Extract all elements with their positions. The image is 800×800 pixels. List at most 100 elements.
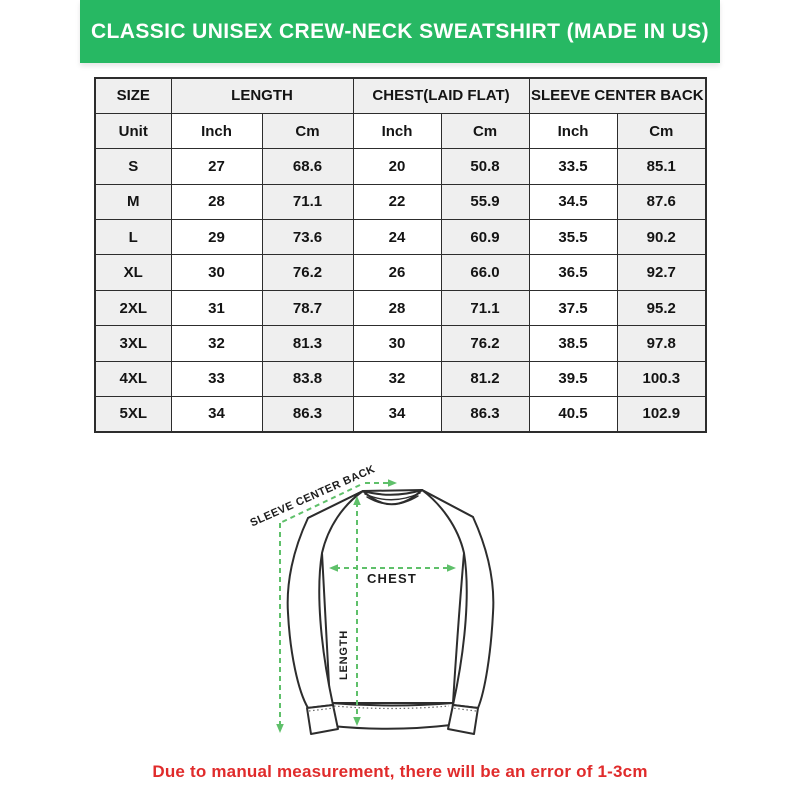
- measurement-value-cell: 86.3: [440, 396, 530, 433]
- measurement-value-cell: 32: [352, 360, 442, 398]
- measurement-error-note: Due to manual measurement, there will be…: [0, 762, 800, 782]
- measurement-value-cell: 20: [352, 148, 442, 185]
- measurement-value-cell: 34: [170, 396, 263, 433]
- measurement-value-cell: 78.7: [261, 289, 354, 327]
- measurement-value-cell: 33.5: [528, 148, 618, 185]
- measurement-value-cell: 26: [352, 254, 442, 291]
- measurement-value-cell: 30: [352, 325, 442, 362]
- unit-cell: Inch: [352, 112, 442, 150]
- size-label-cell: 3XL: [94, 325, 172, 362]
- size-label-cell: XL: [94, 254, 172, 291]
- table-row: 4XL 33 83.8 32 81.2 39.5 100.3: [94, 360, 707, 398]
- header-size: SIZE: [94, 77, 172, 114]
- measurement-value-cell: 76.2: [261, 254, 354, 291]
- size-label-cell: 4XL: [94, 360, 172, 398]
- measurement-value-cell: 29: [170, 219, 263, 256]
- measurement-value-cell: 28: [352, 289, 442, 327]
- length-arrow-up-icon: [353, 496, 361, 505]
- header-chest: CHEST(LAID FLAT): [352, 77, 530, 114]
- table-row: XL 30 76.2 26 66.0 36.5 92.7: [94, 254, 707, 291]
- measurement-value-cell: 71.1: [440, 289, 530, 327]
- size-label-cell: L: [94, 219, 172, 256]
- table-row: 2XL 31 78.7 28 71.1 37.5 95.2: [94, 289, 707, 327]
- measurement-value-cell: 35.5: [528, 219, 618, 256]
- table-row: 5XL 34 86.3 34 86.3 40.5 102.9: [94, 396, 707, 433]
- measurement-value-cell: 36.5: [528, 254, 618, 291]
- measurement-value-cell: 71.1: [261, 183, 354, 221]
- table-row: M 28 71.1 22 55.9 34.5 87.6: [94, 183, 707, 221]
- table-row: S 27 68.6 20 50.8 33.5 85.1: [94, 148, 707, 185]
- measurement-value-cell: 33: [170, 360, 263, 398]
- unit-cell: Cm: [261, 112, 354, 150]
- measurement-value-cell: 31: [170, 289, 263, 327]
- measurement-value-cell: 32: [170, 325, 263, 362]
- measurement-value-cell: 66.0: [440, 254, 530, 291]
- measurement-value-cell: 60.9: [440, 219, 530, 256]
- measurement-value-cell: 34.5: [528, 183, 618, 221]
- left-cuff: [306, 704, 339, 735]
- waistband-stitch-line: [333, 705, 450, 710]
- measurement-value-cell: 55.9: [440, 183, 530, 221]
- chest-arrow-left-icon: [329, 564, 338, 572]
- measurement-value-cell: 34: [352, 396, 442, 433]
- left-cuff-stitch: [308, 707, 335, 712]
- measurement-value-cell: 28: [170, 183, 263, 221]
- measurement-value-cell: 76.2: [440, 325, 530, 362]
- measurement-value-cell: 27: [170, 148, 263, 185]
- measurement-value-cell: 87.6: [616, 183, 707, 221]
- table-row: L 29 73.6 24 60.9 35.5 90.2: [94, 219, 707, 256]
- sleeve-measure-arrow-right-icon: [388, 479, 397, 487]
- measurement-value-cell: 68.6: [261, 148, 354, 185]
- collar-rib-line: [364, 492, 421, 501]
- unit-cell: Inch: [170, 112, 263, 150]
- measurement-value-cell: 83.8: [261, 360, 354, 398]
- measurement-value-cell: 90.2: [616, 219, 707, 256]
- measurement-value-cell: 40.5: [528, 396, 618, 433]
- right-cuff: [447, 704, 479, 735]
- measurement-value-cell: 92.7: [616, 254, 707, 291]
- measurement-value-cell: 102.9: [616, 396, 707, 433]
- sweatshirt-measurement-diagram: SLEEVE CENTER BACK CHEST LENGTH: [248, 463, 495, 735]
- measurement-value-cell: 22: [352, 183, 442, 221]
- sleeve-measure-line-diagonal: [279, 484, 361, 524]
- sleeve-measure-arrow-down-icon: [276, 724, 284, 733]
- collar: [362, 489, 423, 506]
- measurement-value-cell: 81.2: [440, 360, 530, 398]
- measurement-value-cell: 85.1: [616, 148, 707, 185]
- unit-cell: Inch: [528, 112, 618, 150]
- size-label-cell: 2XL: [94, 289, 172, 327]
- measurement-value-cell: 86.3: [261, 396, 354, 433]
- measurement-value-cell: 73.6: [261, 219, 354, 256]
- header-length: LENGTH: [170, 77, 354, 114]
- chest-label: CHEST: [367, 571, 417, 586]
- size-table-container: SIZE LENGTH CHEST(LAID FLAT) SLEEVE CENT…: [94, 77, 708, 433]
- table-row: 3XL 32 81.3 30 76.2 38.5 97.8: [94, 325, 707, 362]
- length-arrow-down-icon: [353, 717, 361, 726]
- measurement-value-cell: 97.8: [616, 325, 707, 362]
- collar-rib-line: [366, 495, 419, 505]
- measurement-value-cell: 24: [352, 219, 442, 256]
- size-label-cell: 5XL: [94, 396, 172, 433]
- measurement-value-cell: 30: [170, 254, 263, 291]
- chest-arrow-right-icon: [447, 564, 456, 572]
- unit-cell: Cm: [440, 112, 530, 150]
- unit-cell: Cm: [616, 112, 707, 150]
- measurement-value-cell: 50.8: [440, 148, 530, 185]
- size-label-cell: M: [94, 183, 172, 221]
- unit-cell: Unit: [94, 112, 172, 150]
- sweatshirt-waistband: [329, 702, 454, 730]
- note-text: Due to manual measurement, there will be…: [152, 762, 648, 781]
- measurement-value-cell: 38.5: [528, 325, 618, 362]
- header-sleeve: SLEEVE CENTER BACK: [528, 77, 707, 114]
- length-label: LENGTH: [338, 630, 350, 680]
- measurement-value-cell: 95.2: [616, 289, 707, 327]
- size-table-body: S 27 68.6 20 50.8 33.5 85.1 M 28 71.1 22 55.9 34.5 87…: [94, 148, 707, 433]
- size-label-cell: S: [94, 148, 172, 185]
- measurement-value-cell: 37.5: [528, 289, 618, 327]
- title-banner: CLASSIC UNISEX CREW-NECK SWEATSHIRT (MAD…: [80, 0, 720, 63]
- measurement-value-cell: 81.3: [261, 325, 354, 362]
- measurement-value-cell: 39.5: [528, 360, 618, 398]
- page-title: CLASSIC UNISEX CREW-NECK SWEATSHIRT (MAD…: [90, 19, 710, 43]
- size-table: SIZE LENGTH CHEST(LAID FLAT) SLEEVE CENT…: [94, 77, 708, 433]
